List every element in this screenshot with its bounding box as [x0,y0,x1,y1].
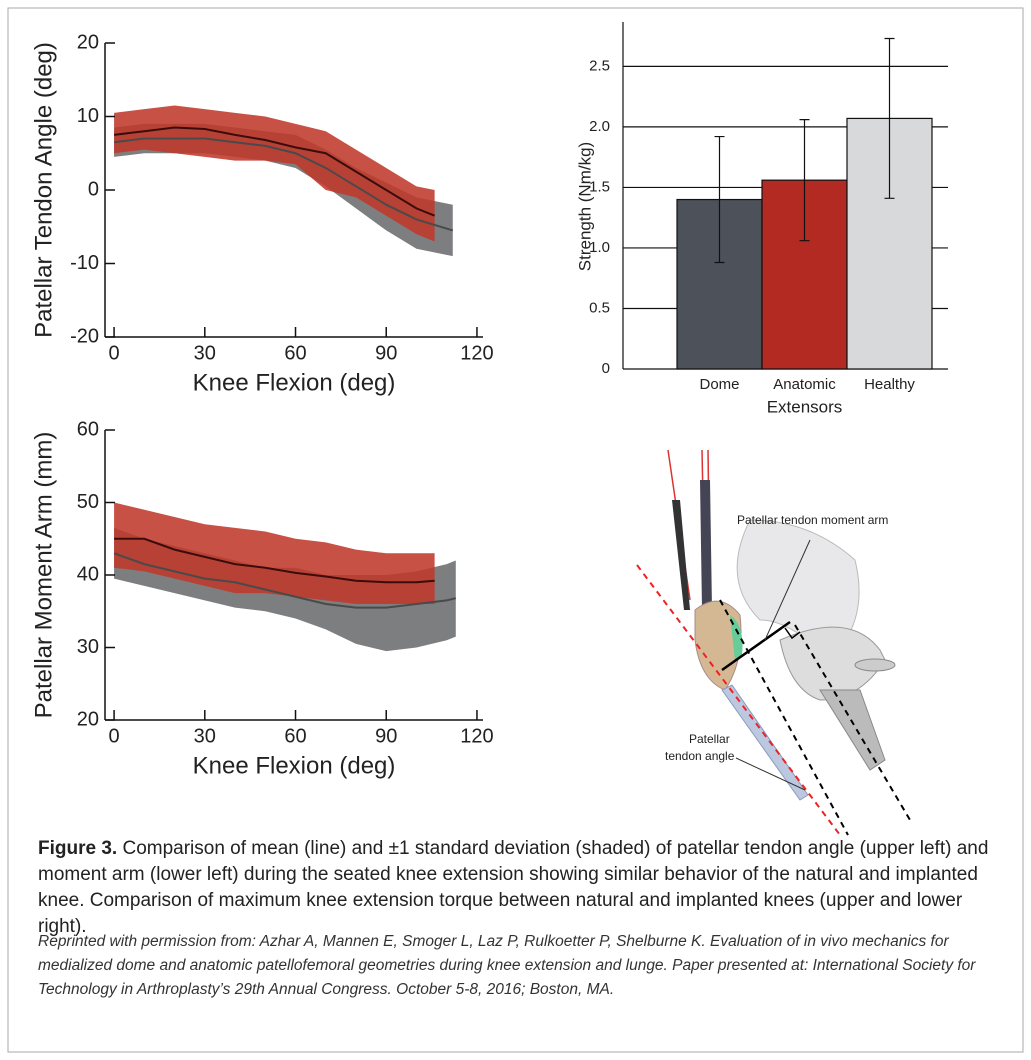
x-tick-label: Dome [699,376,739,393]
sd-band [114,502,435,604]
x-tick-label: 60 [284,725,306,747]
frame [7,7,1024,1053]
y-tick-label: 2.5 [589,57,610,74]
mean-line [114,537,435,584]
x-axis-title: Extensors [767,397,843,416]
y-tick-label: 10 [77,105,99,127]
y-axis-title: Patellar Tendon Angle (deg) [30,42,57,338]
caption-label: Figure 3. [38,838,118,859]
x-tick-label: 30 [194,725,216,747]
y-tick-label: 60 [77,418,99,440]
y-tick-label: 1.5 [589,178,610,195]
y-tick-label: 2.0 [589,118,610,135]
caption-text: Comparison of mean (line) and ±1 standar… [38,838,989,937]
x-tick-label: 0 [109,342,120,364]
y-tick-label: 40 [77,563,99,585]
x-tick-label: 120 [460,342,493,364]
error-bar [799,119,810,242]
citation: Reprinted with permission from: Azhar A,… [38,933,976,998]
y-tick-label: 20 [77,708,99,730]
error-bar [714,135,725,264]
mean-line [113,137,454,232]
mean-line [113,552,457,609]
x-axis-title: Knee Flexion (deg) [193,369,396,396]
x-axis-title: Knee Flexion (deg) [193,752,396,779]
diagram-label: Patellar tendon moment arm [737,513,888,527]
diagram-label: tendon angle [665,749,735,763]
y-tick-label: 30 [77,636,99,658]
diagram-label: Patellar [689,732,730,746]
x-tick-label: 0 [109,725,120,747]
x-tick-label: Anatomic [773,376,836,393]
y-axis-title: Patellar Moment Arm (mm) [30,432,57,719]
caption: Figure 3. Comparison of mean (line) and … [38,836,1003,940]
y-tick-label: 0.5 [589,299,610,316]
y-tick-label: 0 [602,360,610,377]
y-tick-label: 20 [77,31,99,53]
x-tick-label: 90 [375,725,397,747]
x-tick-label: 90 [375,342,397,364]
y-tick-label: 50 [77,491,99,513]
x-tick-label: Healthy [864,376,915,393]
y-tick-label: -20 [70,325,99,347]
y-tick-label: -10 [70,252,99,274]
x-tick-label: 30 [194,342,216,364]
x-tick-label: 120 [460,725,493,747]
error-bar [884,37,895,199]
y-axis-title: Strength (Nm/kg) [575,142,594,271]
x-tick-label: 60 [284,342,306,364]
mean-line [113,126,435,217]
y-tick-label: 1.0 [589,239,610,256]
knee-diagram: Patellar tendon moment arm Patellar tend… [636,449,911,836]
y-tick-label: 0 [88,178,99,200]
